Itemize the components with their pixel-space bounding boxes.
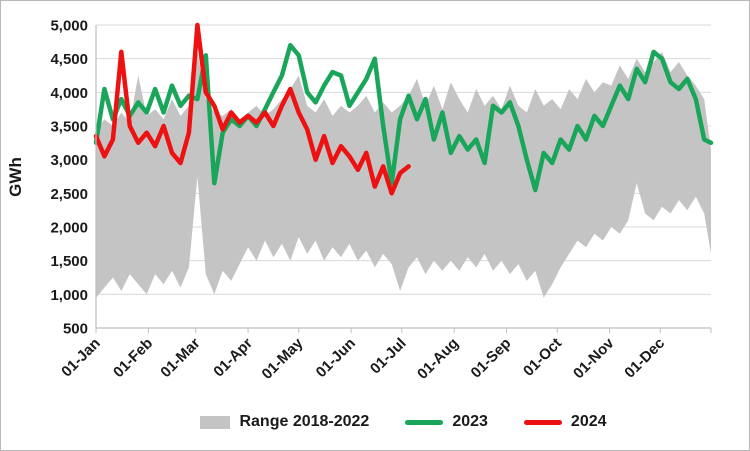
x-tick-label: 01-Oct bbox=[520, 335, 565, 380]
legend-item-range: Range 2018-2022 bbox=[200, 413, 369, 431]
y-tick-label: 1,000 bbox=[50, 287, 88, 304]
line-2024 bbox=[93, 22, 411, 196]
series-lines-group bbox=[93, 22, 714, 196]
x-tick-label: 01-Feb bbox=[110, 335, 156, 381]
legend-item-2024: 2024 bbox=[523, 413, 607, 431]
y-tick-label: 4,000 bbox=[50, 85, 88, 102]
range-area-group bbox=[96, 51, 711, 298]
axes bbox=[95, 25, 712, 333]
x-tick-label: 01-Jun bbox=[313, 335, 359, 381]
legend-item-2023: 2023 bbox=[405, 413, 488, 431]
y-tick-label: 1,500 bbox=[50, 253, 88, 270]
legend-swatch-range bbox=[200, 415, 231, 429]
x-tick-label: 01-Sep bbox=[468, 335, 515, 382]
x-tick-label: 01-Jul bbox=[367, 335, 410, 378]
x-tick-label: 01-May bbox=[259, 334, 307, 382]
legend: Range 2018-2022 2023 2024 bbox=[96, 413, 711, 431]
legend-label-2023: 2023 bbox=[452, 413, 488, 430]
y-axis-tick-labels: 5,000 4,500 4,000 3,500 3,000 2,500 2,000 1,500… bbox=[50, 18, 88, 338]
x-tick-label: 01-Jan bbox=[58, 335, 104, 381]
x-tick-label: 01-Nov bbox=[570, 334, 618, 382]
y-tick-label: 4,500 bbox=[50, 51, 88, 68]
y-tick-label: 3,500 bbox=[50, 119, 88, 136]
y-tick-label: 2,000 bbox=[50, 220, 88, 237]
legend-label-range: Range 2018-2022 bbox=[239, 413, 370, 430]
x-tick-label: 01-Apr bbox=[210, 335, 256, 381]
y-tick-label: 2,500 bbox=[50, 186, 88, 203]
x-tick-label: 01-Mar bbox=[157, 335, 203, 381]
legend-label-2024: 2024 bbox=[570, 413, 607, 430]
x-tick-label: 01-Dec bbox=[621, 335, 668, 382]
legend-swatch-2023 bbox=[405, 419, 444, 425]
line-2023 bbox=[93, 42, 714, 193]
y-tick-label: 500 bbox=[63, 321, 88, 338]
y-axis-title: GWh bbox=[6, 157, 25, 197]
x-tick-label: 01-Aug bbox=[414, 335, 462, 383]
y-tick-label: 5,000 bbox=[50, 18, 88, 35]
range-band-2018-2022 bbox=[96, 51, 711, 298]
x-axis-tick-labels: 01-Jan 01-Feb 01-Mar 01-Apr 01-May 01-Jun 01-J… bbox=[58, 334, 668, 382]
legend-swatch-2024 bbox=[523, 419, 562, 425]
y-tick-label: 3,000 bbox=[50, 152, 88, 169]
